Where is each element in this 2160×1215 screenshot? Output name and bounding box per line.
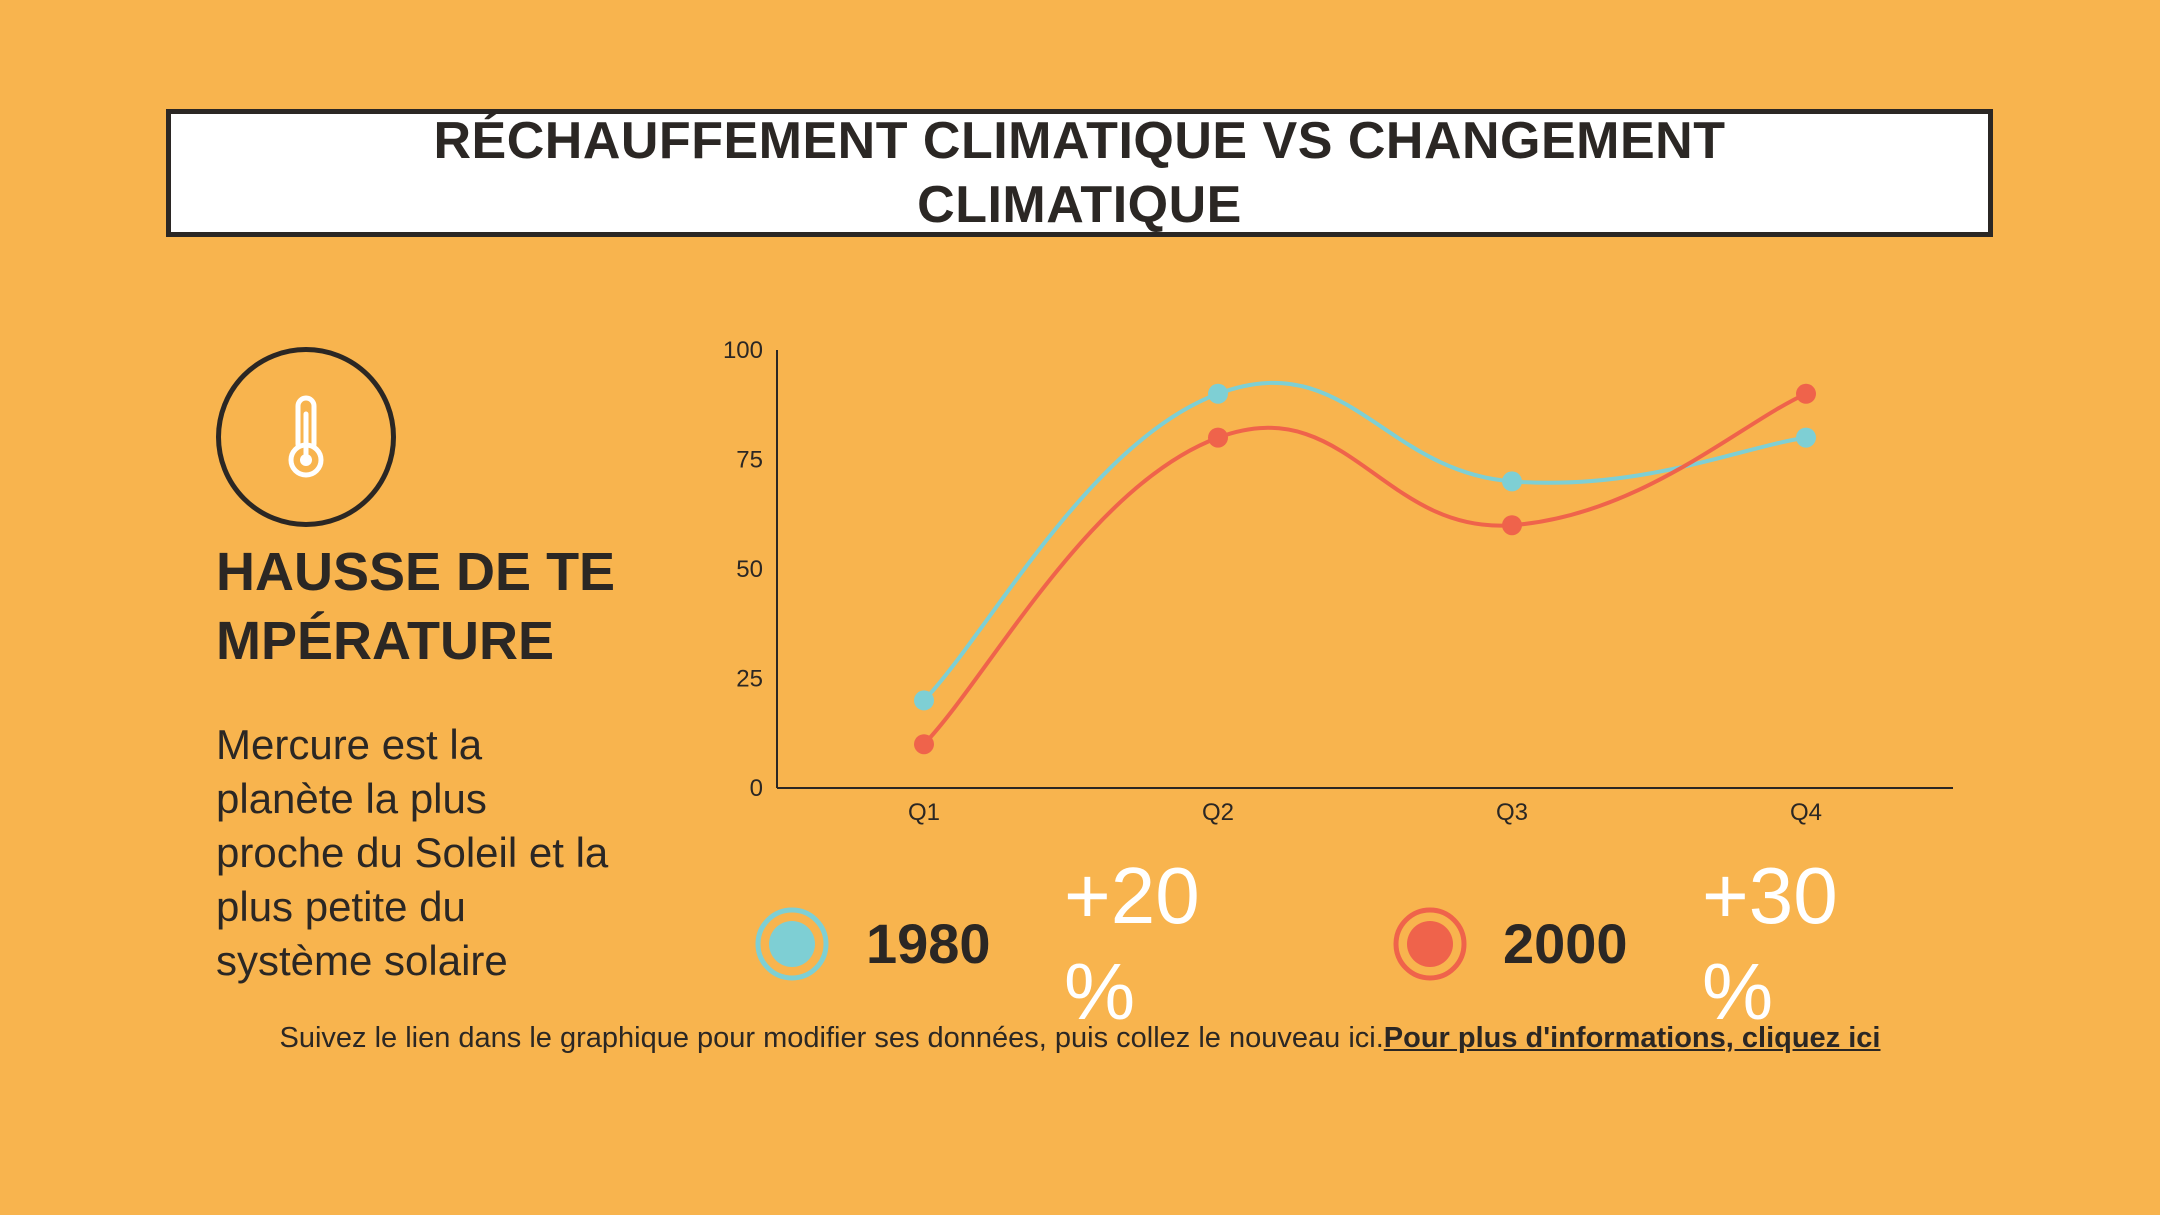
data-point-1980-Q3	[1502, 471, 1522, 492]
footer: Suivez le lien dans le graphique pour mo…	[0, 1022, 2160, 1055]
thermometer-icon	[288, 395, 324, 478]
page-title: RÉCHAUFFEMENT CLIMATIQUE VS CHANGEMENT C…	[433, 112, 1726, 234]
data-point-2000-Q3	[1502, 515, 1522, 536]
y-tick-label: 50	[736, 556, 763, 583]
series-line-1980	[922, 380, 1807, 702]
x-tick-label: Q1	[908, 799, 940, 826]
legend-year-1980: 1980	[866, 912, 991, 975]
y-tick-label: 25	[736, 666, 763, 693]
title-box: RÉCHAUFFEMENT CLIMATIQUE VS CHANGEMENT C…	[166, 109, 1993, 237]
x-tick-label: Q4	[1790, 799, 1822, 826]
data-point-1980-Q1	[914, 690, 934, 711]
y-tick-label: 100	[723, 337, 763, 364]
data-point-2000-Q4	[1796, 383, 1816, 404]
icon-circle	[216, 347, 396, 527]
footer-text: Suivez le lien dans le graphique pour mo…	[279, 1022, 1384, 1054]
data-point-1980-Q4	[1796, 427, 1816, 448]
series-line-2000	[922, 391, 1807, 746]
section-heading: HAUSSE DE TEMPÉRATURE	[216, 542, 616, 671]
x-tick-label: Q2	[1202, 799, 1234, 826]
line-chart[interactable]: 0 25 50 75 100 Q1 Q2 Q3 Q4	[700, 320, 2000, 840]
x-tick-label: Q3	[1496, 799, 1528, 826]
section-description: Mercure est la planète la plus proche du…	[216, 721, 609, 984]
more-info-link[interactable]: Pour plus d'informations, cliquez ici	[1383, 1022, 1881, 1054]
legend-year-2000: 2000	[1503, 912, 1628, 975]
legend-change-2000: +30 %	[1702, 851, 1838, 1036]
y-tick-label: 75	[736, 447, 763, 474]
data-point-2000-Q2	[1208, 427, 1228, 448]
y-tick-label: 0	[750, 775, 763, 802]
legend-change-1980: +20 %	[1064, 851, 1200, 1036]
data-point-1980-Q2	[1208, 383, 1228, 404]
data-point-2000-Q1	[914, 734, 934, 755]
legend-marker-1980	[755, 907, 829, 981]
legend-marker-2000	[1393, 907, 1467, 981]
